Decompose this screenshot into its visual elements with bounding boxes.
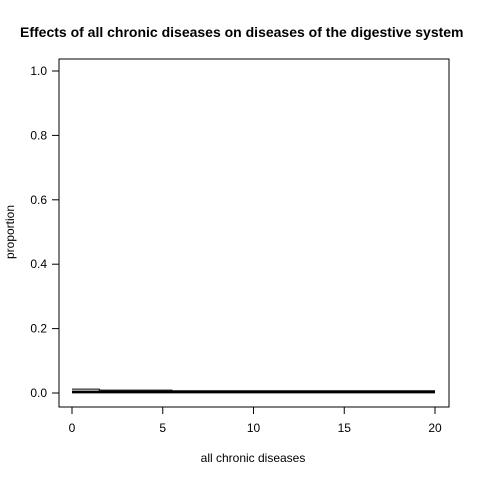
y-tick-label: 0.8 xyxy=(30,128,47,142)
y-tick-label: 0.4 xyxy=(30,257,47,271)
x-tick-label: 15 xyxy=(338,421,352,435)
x-tick-label: 10 xyxy=(247,421,261,435)
y-tick-label: 0.2 xyxy=(30,322,47,336)
y-axis-label: proportion xyxy=(3,205,17,259)
x-tick-label: 20 xyxy=(428,421,442,435)
x-axis-label: all chronic diseases xyxy=(201,451,306,465)
series-line-1 xyxy=(72,388,435,392)
y-tick-label: 0.6 xyxy=(30,193,47,207)
x-axis: 0 5 10 15 20 xyxy=(69,406,442,435)
y-tick-label: 1.0 xyxy=(30,64,47,78)
x-tick-label: 5 xyxy=(159,421,166,435)
plot-frame xyxy=(58,58,450,408)
y-axis: 0.0 0.2 0.4 0.6 0.8 1.0 xyxy=(30,64,60,400)
chart-title: Effects of all chronic diseases on disea… xyxy=(20,24,464,40)
y-tick-label: 0.0 xyxy=(30,386,47,400)
x-tick-label: 0 xyxy=(69,421,76,435)
series-group xyxy=(72,388,435,394)
